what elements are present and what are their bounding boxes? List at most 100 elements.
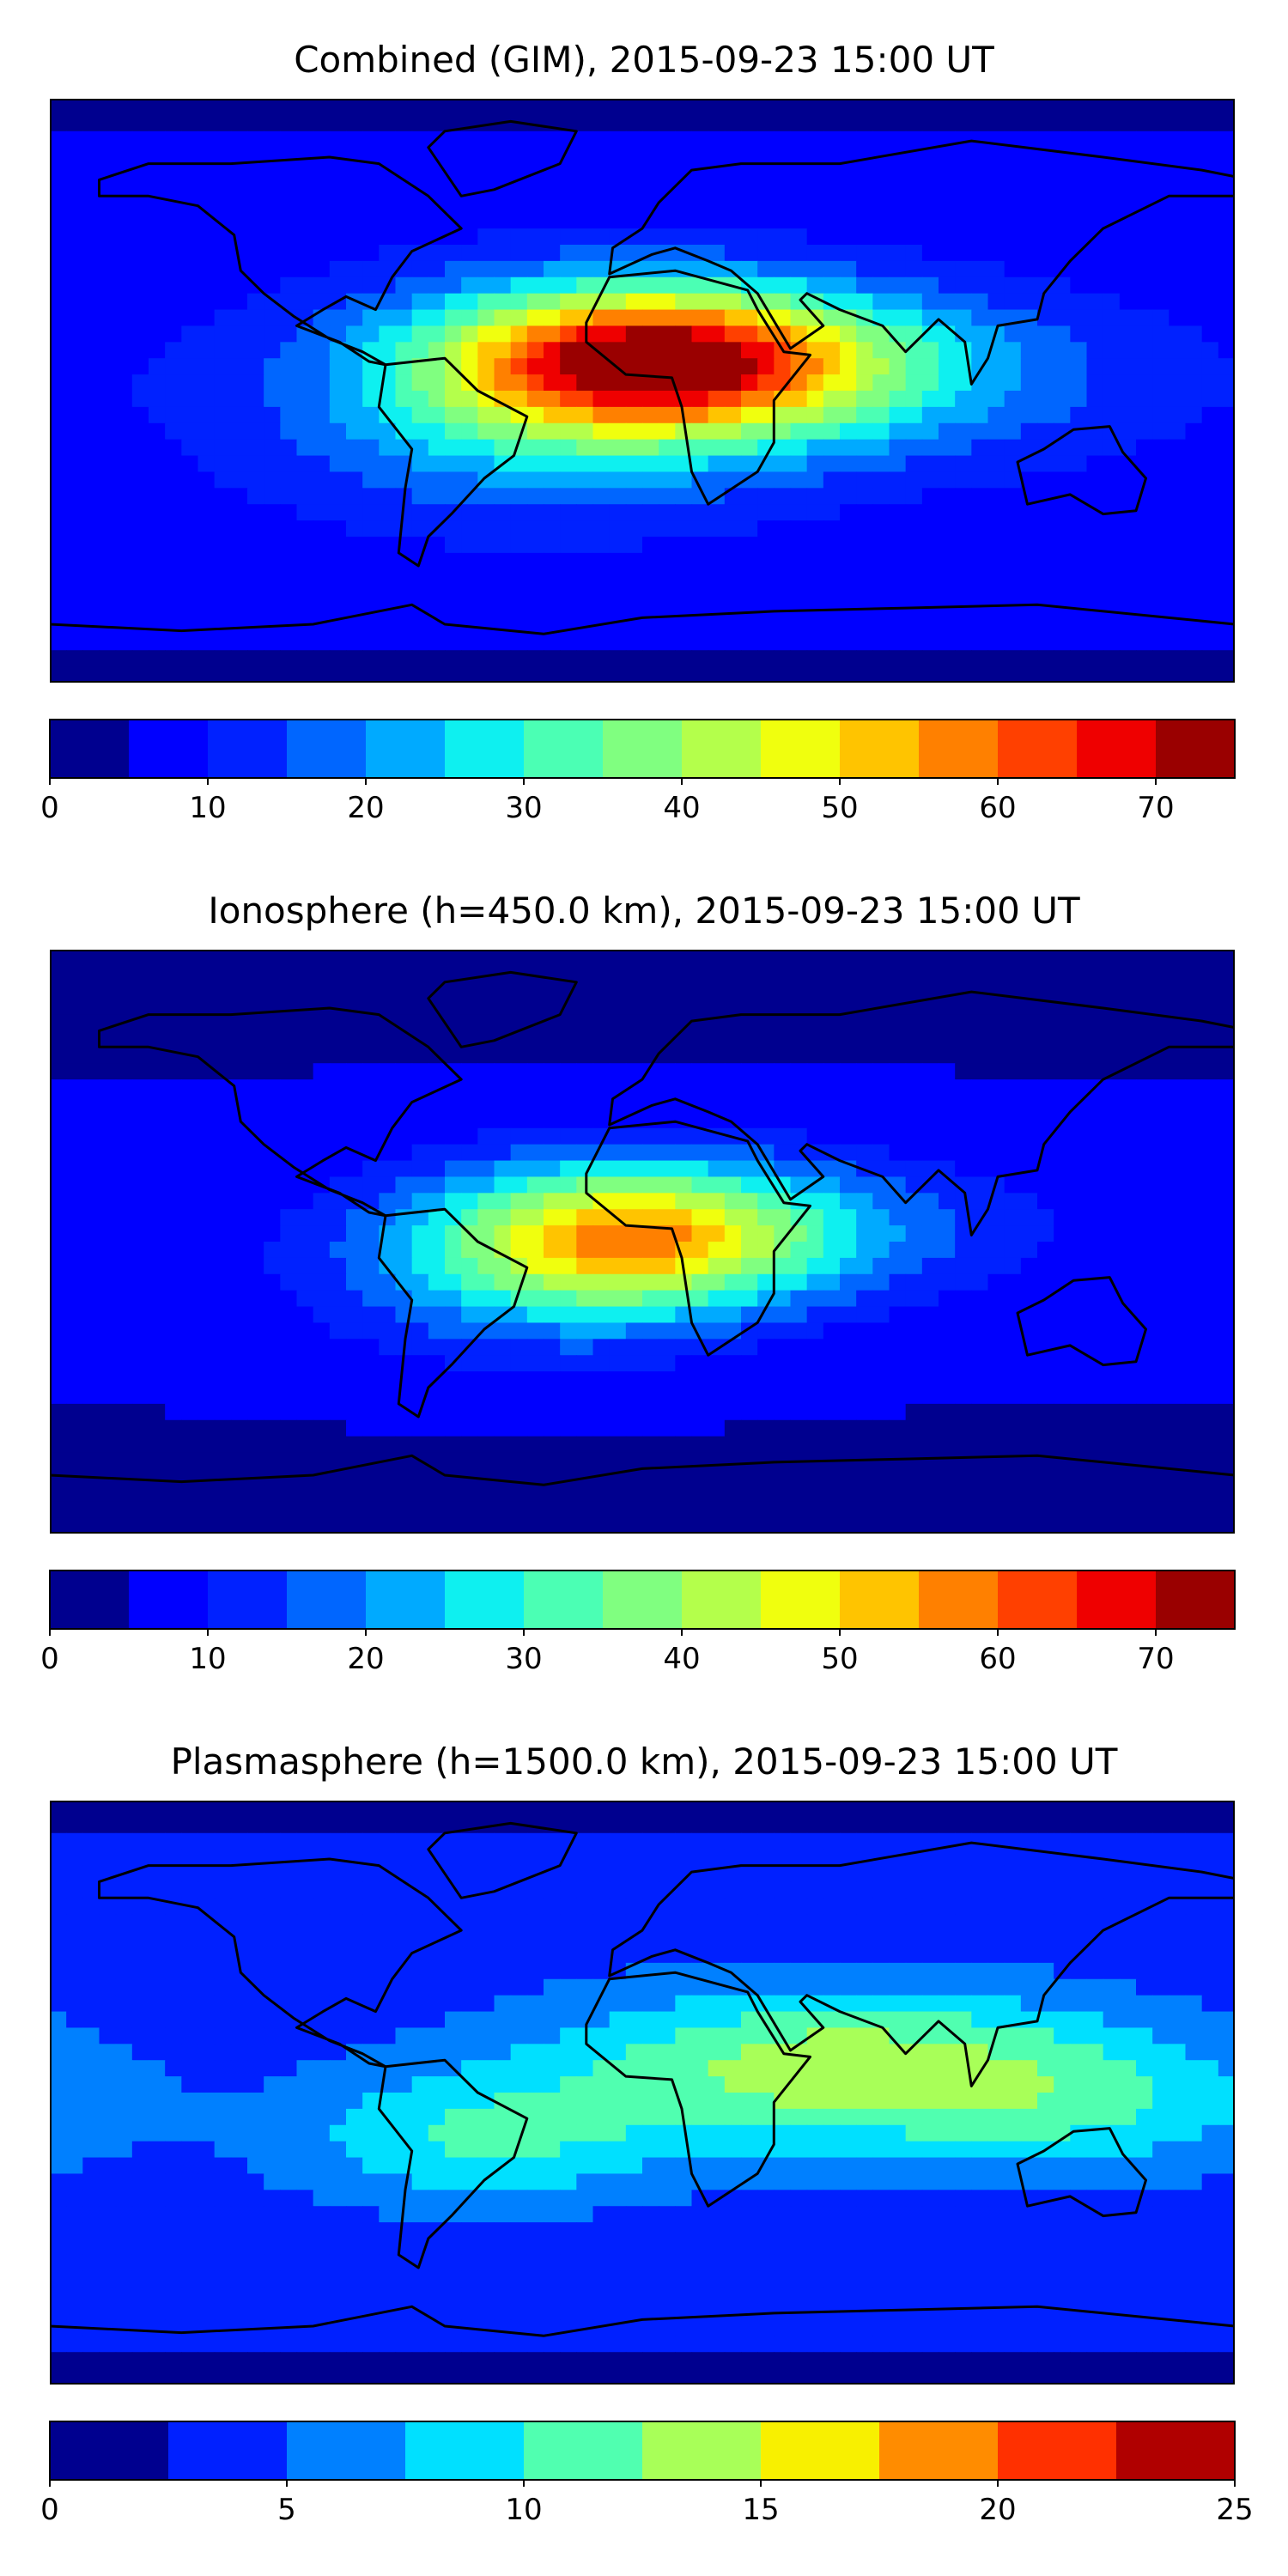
heatmap-cell — [889, 1063, 907, 1080]
heatmap-cell — [197, 1193, 216, 1210]
heatmap-cell — [395, 114, 413, 132]
heatmap-cell — [313, 358, 331, 375]
heatmap-cell — [987, 1290, 1005, 1308]
heatmap-cell — [659, 276, 676, 295]
heatmap-cell — [1086, 1225, 1104, 1242]
heatmap-cell — [724, 981, 742, 999]
heatmap-cell — [592, 99, 611, 116]
heatmap-cell — [66, 406, 83, 424]
heatmap-cell — [131, 998, 149, 1016]
heatmap-cell — [921, 981, 939, 999]
colorbar-swatch — [840, 720, 920, 778]
heatmap-cell — [840, 114, 857, 132]
heatmap-cell — [1201, 228, 1219, 246]
heatmap-cell — [82, 342, 100, 359]
heatmap-cell — [691, 1257, 709, 1275]
heatmap-cell — [741, 99, 758, 116]
heatmap-cell — [329, 950, 347, 967]
heatmap-cell — [362, 666, 380, 683]
heatmap-cell — [66, 1127, 83, 1145]
heatmap-cell — [264, 455, 281, 473]
heatmap-cell — [642, 1063, 659, 1080]
heatmap-cell — [675, 950, 693, 967]
heatmap-cell — [560, 650, 577, 667]
heatmap-cell — [1037, 1306, 1054, 1324]
heatmap-cell — [724, 1419, 742, 1437]
heatmap-cell — [905, 1079, 923, 1097]
heatmap-cell — [1070, 293, 1088, 311]
heatmap-cell — [280, 309, 298, 327]
heatmap-cell — [181, 1030, 199, 1048]
heatmap-cell — [971, 131, 989, 149]
heatmap-cell — [840, 666, 857, 683]
heatmap-cell — [1185, 196, 1203, 213]
heatmap-cell — [50, 1144, 67, 1162]
heatmap-cell — [149, 1079, 166, 1097]
heatmap-cell — [774, 1096, 792, 1113]
heatmap-cell — [1037, 1014, 1054, 1032]
heatmap-cell — [1169, 422, 1187, 440]
heatmap-cell — [675, 358, 693, 375]
heatmap-cell — [1004, 245, 1022, 262]
heatmap-cell — [296, 488, 314, 505]
heatmap-cell — [411, 568, 429, 586]
heatmap-cell — [247, 293, 264, 311]
heatmap-cell — [411, 1160, 429, 1178]
heatmap-cell — [264, 1209, 281, 1226]
heatmap-cell — [1103, 245, 1121, 262]
heatmap-cell — [313, 99, 331, 116]
heatmap-cell — [856, 471, 873, 489]
heatmap-cell — [823, 147, 841, 165]
heatmap-cell — [346, 1209, 363, 1226]
heatmap-cell — [691, 114, 709, 132]
heatmap-cell — [592, 1371, 611, 1388]
heatmap-cell — [264, 1371, 281, 1388]
heatmap-cell — [806, 1339, 824, 1356]
heatmap-cell — [99, 293, 117, 311]
heatmap-cell — [592, 520, 611, 538]
heatmap-cell — [921, 374, 939, 392]
heatmap-cell — [1201, 131, 1219, 149]
heatmap-cell — [576, 1355, 594, 1372]
heatmap-cell — [379, 196, 397, 213]
heatmap-cell — [99, 439, 117, 457]
heatmap-cell — [445, 1111, 462, 1129]
heatmap-cell — [82, 520, 100, 538]
heatmap-cell — [625, 1355, 643, 1372]
heatmap-cell — [1103, 260, 1121, 278]
heatmap-cell — [214, 666, 232, 683]
heatmap-cell — [1169, 1436, 1187, 1454]
heatmap-cell — [560, 537, 577, 554]
heatmap-cell — [296, 666, 314, 683]
heatmap-cell — [346, 422, 363, 440]
heatmap-cell — [806, 1144, 824, 1162]
heatmap-cell — [840, 504, 857, 521]
heatmap-cell — [131, 179, 149, 197]
heatmap-cell — [642, 1452, 659, 1470]
heatmap-cell — [1169, 998, 1187, 1016]
heatmap-cell — [1201, 1273, 1219, 1291]
heatmap-cell — [823, 406, 841, 424]
heatmap-cell — [724, 634, 742, 651]
heatmap-cell — [181, 455, 199, 473]
heatmap-cell — [1054, 568, 1071, 586]
heatmap-cell — [214, 212, 232, 229]
heatmap-cell — [346, 455, 363, 473]
heatmap-cell — [971, 1096, 989, 1113]
heatmap-cell — [1119, 1096, 1137, 1113]
heatmap-cell — [971, 965, 989, 983]
heatmap-cell — [296, 439, 314, 457]
heatmap-cell — [395, 617, 413, 635]
heatmap-cell — [1070, 1193, 1088, 1210]
heatmap-cell — [971, 1452, 989, 1470]
heatmap-cell — [115, 1242, 133, 1259]
colorbar-swatch — [603, 720, 683, 778]
heatmap-cell — [921, 1144, 939, 1162]
heatmap-cell — [296, 179, 314, 197]
heatmap-cell — [197, 212, 216, 229]
heatmap-cell — [872, 439, 890, 457]
heatmap-cell — [939, 293, 956, 311]
heatmap-cell — [66, 1306, 83, 1324]
heatmap-cell — [823, 1225, 841, 1242]
heatmap-cell — [296, 1371, 314, 1388]
